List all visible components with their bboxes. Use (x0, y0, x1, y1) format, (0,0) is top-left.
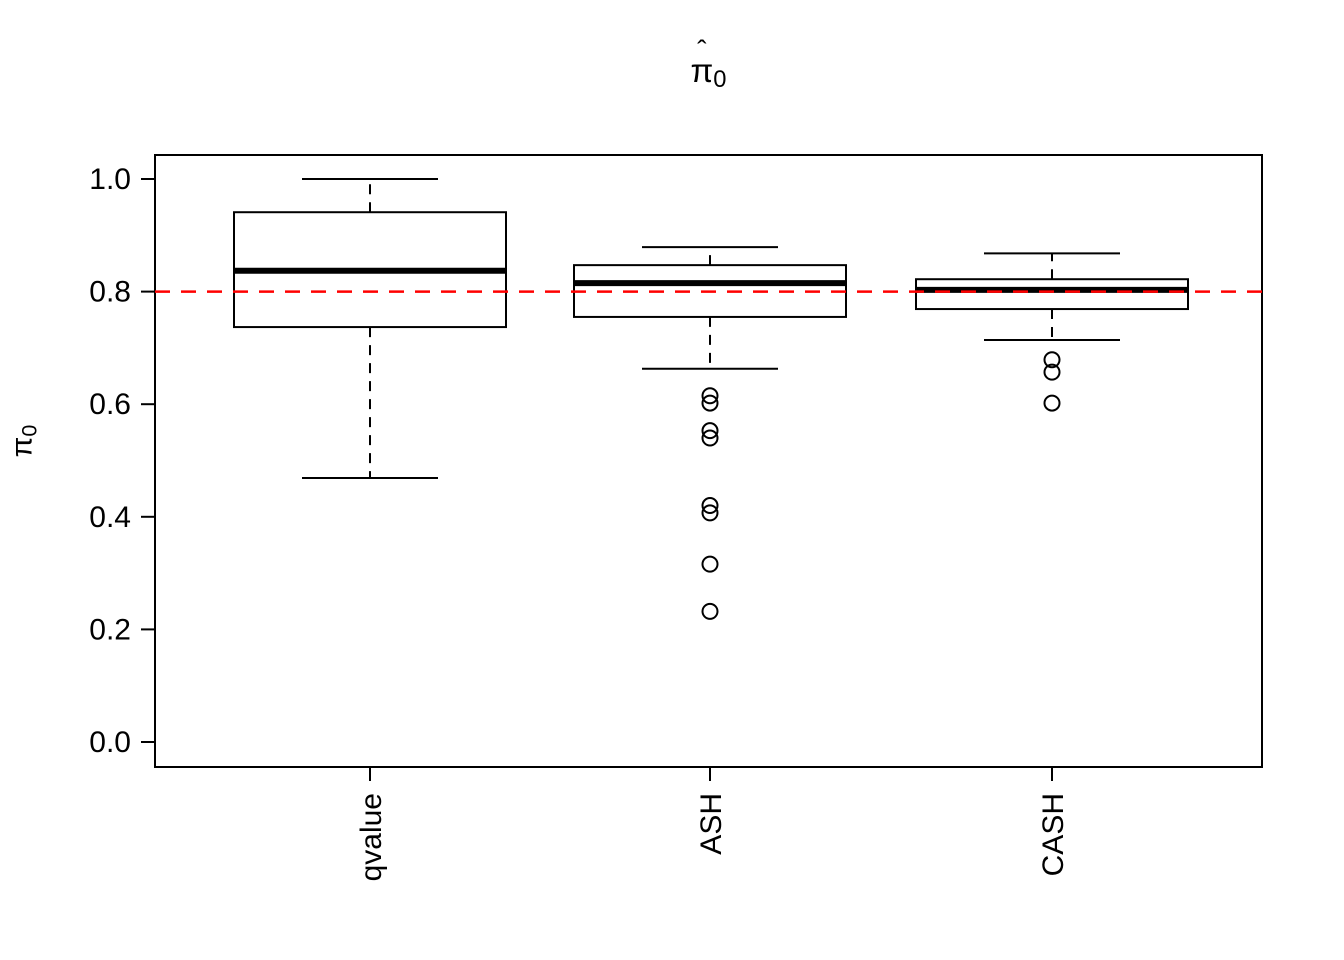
x-category-label: CASH (1037, 793, 1070, 876)
y-tick-label: 0.2 (89, 613, 131, 646)
y-axis-label: ˆπ0 (0, 424, 42, 458)
y-tick-label: 0.4 (89, 501, 131, 534)
outlier-point (701, 504, 719, 522)
y-tick-label: 0.6 (89, 388, 131, 421)
outlier-point (701, 555, 719, 573)
box-ash (573, 264, 847, 318)
outlier-point (701, 602, 719, 620)
pi-symbol: π (690, 52, 714, 89)
outlier-point (701, 422, 719, 440)
y-tick-label: 0.0 (89, 726, 131, 759)
chart-title: ˆ π0 (155, 37, 1262, 94)
y-tick-label: 1.0 (89, 163, 131, 196)
outlier-point (701, 429, 719, 447)
y-tick-label: 0.8 (89, 276, 131, 309)
box-cash (915, 278, 1189, 311)
outlier-point (701, 497, 719, 515)
outlier-point (1043, 394, 1061, 412)
pi-hat-symbol: ˆπ (0, 437, 39, 458)
hat-accent: ˆ (697, 35, 707, 67)
plot-border (154, 154, 1263, 768)
hat-accent: ˆ (0, 443, 18, 452)
x-category-label: qvalue (355, 793, 388, 881)
outlier-point (1043, 363, 1061, 381)
title-subscript: 0 (713, 66, 727, 94)
outlier-point (701, 387, 719, 405)
outlier-point (1043, 351, 1061, 369)
x-category-label: ASH (695, 793, 728, 855)
outlier-point (701, 394, 719, 412)
ylabel-subscript: 0 (16, 424, 42, 437)
